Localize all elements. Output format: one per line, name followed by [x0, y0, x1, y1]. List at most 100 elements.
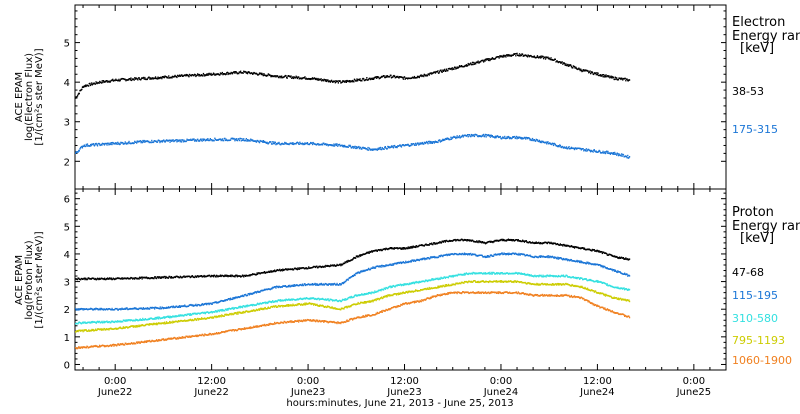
data-point — [594, 149, 595, 151]
data-point — [229, 299, 230, 301]
data-point — [525, 137, 526, 139]
data-point — [452, 69, 453, 71]
data-point — [294, 284, 295, 286]
data-point — [169, 141, 170, 143]
data-point — [122, 321, 123, 323]
data-point — [348, 279, 349, 281]
data-point — [243, 140, 244, 142]
data-point — [151, 142, 152, 144]
data-point — [581, 278, 582, 280]
data-point — [101, 144, 102, 146]
data-point — [101, 321, 102, 323]
y-tick-label: 5 — [64, 222, 70, 233]
data-point — [546, 141, 547, 143]
data-point — [120, 143, 121, 145]
data-point — [282, 270, 283, 272]
data-point — [163, 316, 164, 318]
data-point — [593, 151, 594, 153]
data-point — [93, 143, 94, 145]
data-point — [366, 77, 367, 79]
data-point — [394, 76, 395, 78]
data-point — [168, 277, 169, 279]
data-point — [112, 79, 113, 81]
data-point — [376, 78, 377, 80]
data-point — [456, 137, 457, 139]
data-point — [500, 136, 501, 138]
data-point — [601, 251, 602, 253]
data-point — [429, 142, 430, 144]
data-point — [259, 142, 260, 144]
data-point — [493, 255, 494, 256]
data-point — [386, 76, 387, 78]
data-point — [516, 53, 517, 55]
data-point — [378, 76, 379, 78]
data-point — [155, 76, 156, 78]
data-point — [432, 278, 433, 280]
data-point — [596, 280, 597, 282]
data-point — [618, 79, 619, 81]
data-point — [284, 143, 285, 145]
data-point — [535, 140, 536, 142]
data-point — [241, 138, 242, 140]
data-point — [404, 76, 405, 78]
data-point — [483, 134, 484, 136]
data-point — [621, 153, 622, 155]
data-point — [320, 78, 321, 80]
data-point — [486, 136, 487, 138]
data-point — [243, 138, 244, 140]
data-point — [356, 78, 357, 80]
data-point — [155, 318, 156, 320]
data-point — [158, 318, 159, 320]
data-point — [623, 154, 624, 156]
data-point — [403, 247, 404, 249]
data-point — [118, 79, 119, 81]
data-point — [86, 145, 87, 147]
data-point — [322, 144, 323, 146]
data-point — [196, 319, 197, 321]
data-point — [166, 321, 167, 323]
data-point — [234, 72, 235, 74]
data-point — [340, 80, 341, 82]
data-point — [380, 147, 381, 149]
data-point — [111, 278, 112, 280]
data-point — [594, 249, 595, 251]
data-point — [585, 150, 586, 152]
data-point — [183, 141, 184, 143]
data-point — [376, 76, 377, 78]
data-point — [606, 151, 607, 153]
data-point — [325, 266, 326, 268]
data-point — [124, 143, 125, 145]
data-point — [602, 76, 603, 78]
data-point — [423, 76, 424, 78]
data-point — [579, 68, 580, 70]
data-point — [327, 79, 328, 81]
data-point — [361, 148, 362, 150]
y-tick-label: 2 — [64, 305, 70, 316]
data-point — [499, 57, 500, 59]
data-point — [488, 60, 489, 62]
data-point — [562, 61, 563, 63]
data-point — [494, 137, 495, 139]
data-point — [445, 70, 446, 72]
data-point — [348, 147, 349, 149]
data-point — [432, 143, 433, 145]
data-point — [338, 82, 339, 84]
data-point — [91, 84, 92, 86]
data-point — [208, 74, 209, 76]
data-point — [547, 141, 548, 143]
data-point — [374, 292, 375, 294]
data-point — [474, 136, 475, 138]
data-point — [246, 306, 247, 308]
data-point — [340, 264, 341, 266]
data-point — [418, 143, 419, 145]
data-point — [85, 146, 86, 148]
data-point — [605, 76, 606, 78]
data-point — [485, 134, 486, 136]
data-point — [142, 142, 143, 144]
data-point — [333, 145, 334, 147]
data-point — [195, 74, 196, 76]
data-point — [403, 285, 404, 287]
data-point — [410, 145, 411, 147]
data-point — [179, 305, 180, 307]
data-point — [393, 248, 394, 250]
